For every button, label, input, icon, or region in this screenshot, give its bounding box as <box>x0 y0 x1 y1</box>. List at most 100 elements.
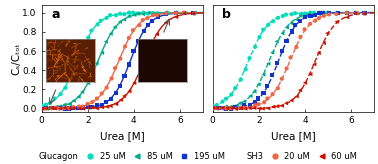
Point <box>70 107 76 110</box>
Point <box>80 107 86 110</box>
Point <box>81 46 87 49</box>
Point <box>57 105 63 108</box>
Point <box>246 107 253 109</box>
Point <box>190 12 196 15</box>
Point <box>57 107 63 110</box>
Point <box>326 12 332 14</box>
Point <box>75 106 81 109</box>
Point <box>232 87 238 90</box>
Point <box>264 97 270 100</box>
Point <box>316 17 322 20</box>
Point <box>316 52 322 54</box>
Point <box>53 106 59 109</box>
Point <box>279 50 285 53</box>
Point <box>122 45 128 48</box>
Point <box>190 12 196 15</box>
Point <box>103 101 109 103</box>
Point <box>275 87 281 90</box>
Point <box>164 11 170 14</box>
Point <box>67 103 73 106</box>
Point <box>302 82 308 84</box>
Point <box>209 107 215 109</box>
Point <box>362 11 368 14</box>
Point <box>56 107 62 110</box>
Point <box>311 11 317 14</box>
Point <box>223 105 229 108</box>
Point <box>125 63 132 66</box>
Point <box>210 106 216 109</box>
Point <box>89 106 95 109</box>
Point <box>181 11 187 14</box>
Point <box>99 106 105 109</box>
Point <box>307 11 313 14</box>
Point <box>214 104 220 106</box>
Point <box>228 93 234 96</box>
Point <box>118 99 124 101</box>
Point <box>154 14 160 16</box>
Point <box>274 40 280 43</box>
Point <box>214 107 220 110</box>
Point <box>289 30 295 33</box>
Point <box>43 107 49 109</box>
Point <box>53 105 59 108</box>
Point <box>67 78 73 80</box>
Point <box>283 102 289 104</box>
Point <box>94 97 100 100</box>
Point <box>38 107 44 110</box>
Point <box>215 107 221 110</box>
Point <box>117 12 123 15</box>
Point <box>274 62 280 64</box>
Point <box>191 12 197 15</box>
Point <box>85 107 91 109</box>
Point <box>81 107 87 110</box>
Point <box>144 51 150 54</box>
X-axis label: Urea [M]: Urea [M] <box>100 131 145 141</box>
Point <box>62 107 68 109</box>
Point <box>145 23 151 26</box>
Point <box>297 89 303 91</box>
Point <box>361 12 367 15</box>
Point <box>121 95 127 97</box>
Point <box>76 107 82 110</box>
Point <box>234 107 240 110</box>
Point <box>108 97 114 100</box>
Point <box>52 107 58 109</box>
Point <box>62 107 68 110</box>
Point <box>149 40 155 43</box>
Point <box>284 26 290 29</box>
Point <box>163 11 169 14</box>
Point <box>99 92 105 95</box>
Point <box>224 107 230 109</box>
Point <box>88 29 94 32</box>
Point <box>39 107 45 110</box>
Point <box>172 11 178 14</box>
Point <box>344 16 350 19</box>
Point <box>265 23 271 26</box>
Point <box>352 11 358 14</box>
Point <box>149 12 155 14</box>
Point <box>241 104 247 107</box>
Point <box>131 82 137 84</box>
Point <box>238 106 244 109</box>
Point <box>66 107 72 110</box>
Point <box>292 24 298 27</box>
Point <box>130 11 136 14</box>
Point <box>238 107 244 109</box>
Point <box>256 83 262 86</box>
Point <box>238 107 244 109</box>
Point <box>182 12 188 14</box>
Point <box>261 101 267 104</box>
Point <box>223 107 229 110</box>
Point <box>43 107 49 110</box>
Point <box>149 20 155 22</box>
Point <box>71 67 77 69</box>
Point <box>154 33 160 35</box>
Point <box>154 12 160 15</box>
Point <box>361 12 367 15</box>
Point <box>270 20 276 22</box>
Point <box>344 11 350 14</box>
Point <box>256 103 262 105</box>
Point <box>307 22 313 25</box>
Point <box>71 99 77 102</box>
Point <box>361 12 367 15</box>
